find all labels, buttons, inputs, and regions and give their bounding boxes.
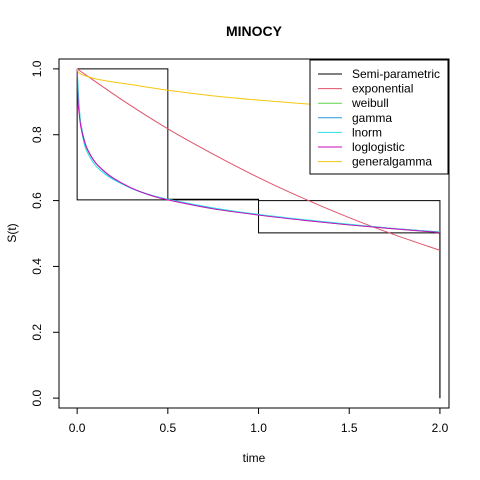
legend-label: generalgamma [352, 155, 432, 169]
y-tick-label: 0.2 [30, 324, 44, 341]
exponential-curve [76, 68, 441, 251]
x-axis-label: time [243, 451, 266, 465]
legend-label: weibull [351, 96, 389, 110]
loglogistic-curve [76, 68, 440, 234]
legend-box [309, 59, 449, 175]
y-tick-label: 0.4 [30, 258, 44, 275]
x-tick-label: 1.5 [341, 421, 358, 435]
x-axis: 0.0 0.5 1.0 1.5 2.0 [69, 408, 449, 435]
plot-area [76, 68, 441, 399]
legend-label: lnorm [352, 125, 382, 139]
legend-label: Semi-parametric [352, 67, 440, 81]
y-tick-label: 0.6 [30, 192, 44, 209]
legend-label: exponential [352, 82, 413, 96]
y-axis: 0.0 0.2 0.4 0.6 0.8 1.0 [30, 60, 59, 406]
x-tick-label: 1.0 [250, 421, 267, 435]
plot-frame [58, 58, 450, 409]
legend-label: loglogistic [352, 140, 405, 154]
y-tick-label: 0.8 [30, 126, 44, 143]
semi-parametric-upper-bound [77, 68, 441, 399]
y-tick-label: 0.0 [30, 389, 44, 406]
x-tick-label: 0.0 [69, 421, 86, 435]
semi-parametric-lower-bound [76, 68, 441, 399]
x-tick-label: 2.0 [432, 421, 449, 435]
y-axis-label: S(t) [5, 223, 19, 242]
y-tick-label: 1.0 [30, 60, 44, 77]
legend: Semi-parametricexponentialweibullgammaln… [309, 59, 449, 175]
x-tick-label: 0.5 [159, 421, 176, 435]
chart-title: MINOCY [226, 23, 283, 39]
legend-label: gamma [352, 111, 392, 125]
generalgamma-curve [76, 68, 350, 108]
